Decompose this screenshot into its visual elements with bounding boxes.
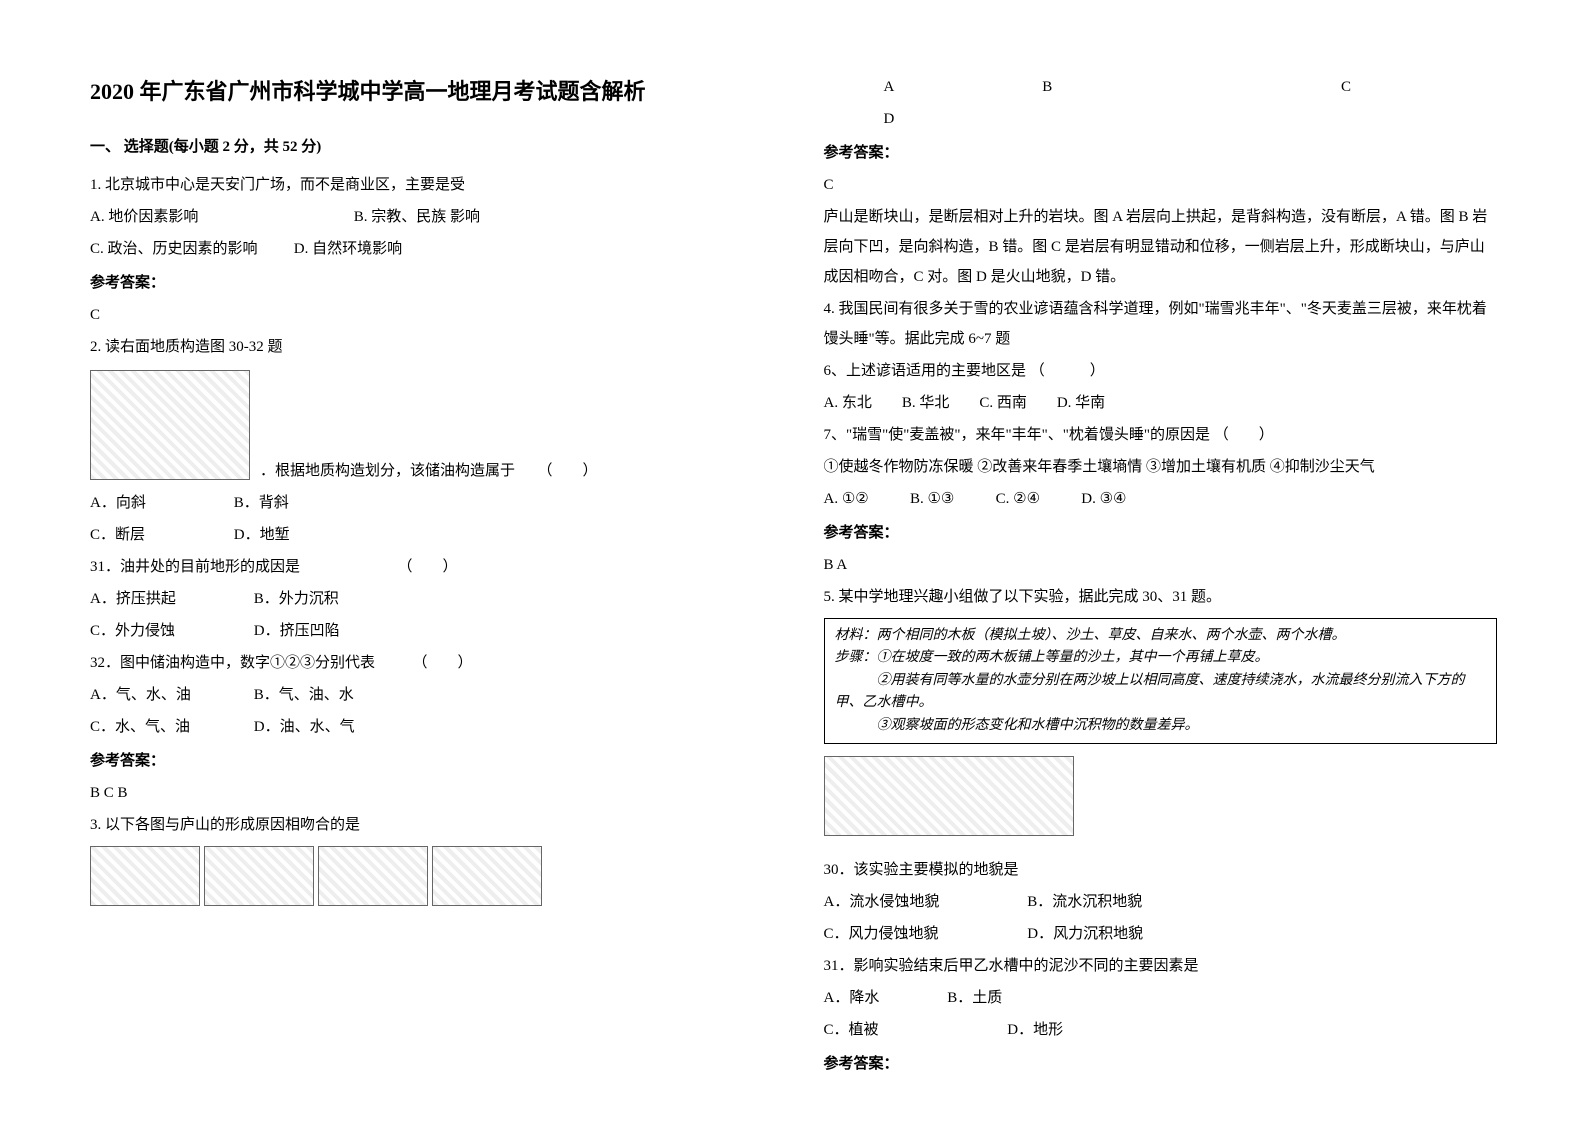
opt-d: D (884, 111, 895, 127)
opt-b: B (947, 72, 1147, 102)
right-column: A B C D 参考答案： C 庐山是断块山，是断层相对上升的岩块。图 A 岩层… (824, 70, 1498, 1079)
q5-31-optB: B．土质 (947, 990, 1002, 1006)
q2-30-row1: A．向斜 B．背斜 (90, 488, 764, 518)
exam-title: 2020 年广东省广州市科学城中学高一地理月考试题含解析 (90, 70, 764, 114)
left-column: 2020 年广东省广州市科学城中学高一地理月考试题含解析 一、 选择题(每小题 … (90, 70, 764, 1079)
q1-optC: C. 政治、历史因素的影响 (90, 234, 290, 264)
q2-32-optC: C．水、气、油 (90, 712, 250, 742)
q3-answer-label: 参考答案： (824, 138, 1498, 168)
q2-answer-label: 参考答案： (90, 746, 764, 776)
q4-7-circles: ①使越冬作物防冻保暖 ②改善来年春季土壤墒情 ③增加土壤有机质 ④抑制沙尘天气 (824, 452, 1498, 482)
q5-30-stem: 30．该实验主要模拟的地貌是 (824, 855, 1498, 885)
q5-answer-label: 参考答案： (824, 1049, 1498, 1079)
q4-6-opts: A. 东北 B. 华北 C. 西南 D. 华南 (824, 388, 1498, 418)
opt-a: A (884, 72, 944, 102)
experiment-diagram (824, 756, 1074, 836)
q1-optA: A. 地价因素影响 (90, 202, 350, 232)
geology-image (90, 370, 250, 480)
q2-31-row2: C．外力侵蚀 D．挤压凹陷 (90, 616, 764, 646)
q2-30-optC: C．断层 (90, 520, 230, 550)
q2-31-optB: B．外力沉积 (254, 591, 339, 607)
q4-answer-label: 参考答案： (824, 518, 1498, 548)
q2-31-row1: A．挤压拱起 B．外力沉积 (90, 584, 764, 614)
q2-30-optA: A．向斜 (90, 488, 230, 518)
box-l4: ③观察坡面的形态变化和水槽中沉积物的数量差异。 (835, 715, 1487, 737)
q5-30-optB: B．流水沉积地貌 (1027, 894, 1142, 910)
q3-img-b (204, 846, 314, 906)
q2-31-stem: 31．油井处的目前地形的成因是 （ ） (90, 552, 764, 582)
q2-32-optD: D．油、水、气 (254, 719, 355, 735)
q1-opts-row2: C. 政治、历史因素的影响 D. 自然环境影响 (90, 234, 764, 264)
q1-optD: D. 自然环境影响 (294, 241, 402, 257)
q2-32-stem: 32．图中储油构造中，数字①②③分别代表 （ ） (90, 648, 764, 678)
q5-30-optD: D．风力沉积地貌 (1027, 926, 1143, 942)
experiment-box: 材料：两个相同的木板（模拟土坡）、沙土、草皮、自来水、两个水壶、两个水槽。 步骤… (824, 618, 1498, 744)
q3-img-c (318, 846, 428, 906)
q5-31-stem: 31．影响实验结束后甲乙水槽中的泥沙不同的主要因素是 (824, 951, 1498, 981)
q4-7-opts: A. ①② B. ①③ C. ②④ D. ③④ (824, 484, 1498, 514)
q4-stem: 4. 我国民间有很多关于雪的农业谚语蕴含科学道理，例如"瑞雪兆丰年"、"冬天麦盖… (824, 294, 1498, 354)
box-l1: 材料：两个相同的木板（模拟土坡）、沙土、草皮、自来水、两个水壶、两个水槽。 (835, 625, 1487, 647)
q5-stem: 5. 某中学地理兴趣小组做了以下实验，据此完成 30、31 题。 (824, 582, 1498, 612)
q2-31-optC: C．外力侵蚀 (90, 616, 250, 646)
q4-6-stem: 6、上述谚语适用的主要地区是 （ ） (824, 356, 1498, 386)
section-heading: 一、 选择题(每小题 2 分，共 52 分) (90, 132, 764, 162)
q2-31-optD: D．挤压凹陷 (254, 623, 340, 639)
q2-32-optB: B．气、油、水 (254, 687, 354, 703)
q3-img-d (432, 846, 542, 906)
q5-31-row1: A．降水 B．土质 (824, 983, 1498, 1013)
q5-31-optD: D．地形 (1007, 1022, 1063, 1038)
box-l3: ②用装有同等水量的水壶分别在两沙坡上以相同高度、速度持续浇水，水流最终分别流入下… (835, 670, 1487, 715)
abcd-row2: D (824, 104, 1498, 134)
q5-30-row2: C．风力侵蚀地貌 D．风力沉积地貌 (824, 919, 1498, 949)
q2-32-optA: A．气、水、油 (90, 680, 250, 710)
q4-answer: B A (824, 550, 1498, 580)
q1-opts-row1: A. 地价因素影响 B. 宗教、民族 影响 (90, 202, 764, 232)
q1-stem: 1. 北京城市中心是天安门广场，而不是商业区，主要是受 (90, 170, 764, 200)
q2-32-row1: A．气、水、油 B．气、油、水 (90, 680, 764, 710)
q2-sub30-tail: ．根据地质构造划分，该储油构造属于 （ ） (260, 456, 598, 486)
q5-31-row2: C．植被 D．地形 (824, 1015, 1498, 1045)
q1-answer: C (90, 300, 764, 330)
q2-30-optD: D．地堑 (234, 527, 290, 543)
geology-diagram: ．根据地质构造划分，该储油构造属于 （ ） (90, 364, 764, 486)
box-l2: 步骤：①在坡度一致的两木板铺上等量的沙土，其中一个再铺上草皮。 (835, 647, 1487, 669)
q2-answer: B C B (90, 778, 764, 808)
q5-30-optC: C．风力侵蚀地貌 (824, 919, 1024, 949)
q1-optB: B. 宗教、民族 影响 (354, 209, 480, 225)
q2-32-row2: C．水、气、油 D．油、水、气 (90, 712, 764, 742)
q5-31-optC: C．植被 (824, 1015, 1004, 1045)
q5-30-row1: A．流水侵蚀地貌 B．流水沉积地貌 (824, 887, 1498, 917)
q3-explanation: 庐山是断块山，是断层相对上升的岩块。图 A 岩层向上拱起，是背斜构造，没有断层，… (824, 202, 1498, 292)
page-root: 2020 年广东省广州市科学城中学高一地理月考试题含解析 一、 选择题(每小题 … (90, 70, 1497, 1079)
abcd-row1: A B C (824, 72, 1498, 102)
q5-31-optA: A．降水 (824, 983, 944, 1013)
q3-answer: C (824, 170, 1498, 200)
q2-31-optA: A．挤压拱起 (90, 584, 250, 614)
q3-img-a (90, 846, 200, 906)
q2-30-optB: B．背斜 (234, 495, 289, 511)
q3-stem: 3. 以下各图与庐山的形成原因相吻合的是 (90, 810, 764, 840)
opt-c: C (1151, 72, 1351, 102)
q4-7-stem: 7、"瑞雪"使"麦盖被"，来年"丰年"、"枕着馒头睡"的原因是 （ ） (824, 420, 1498, 450)
q3-images (90, 846, 764, 906)
q2-30-row2: C．断层 D．地堑 (90, 520, 764, 550)
q1-answer-label: 参考答案： (90, 268, 764, 298)
q5-30-optA: A．流水侵蚀地貌 (824, 887, 1024, 917)
q2-stem: 2. 读右面地质构造图 30-32 题 (90, 332, 764, 362)
